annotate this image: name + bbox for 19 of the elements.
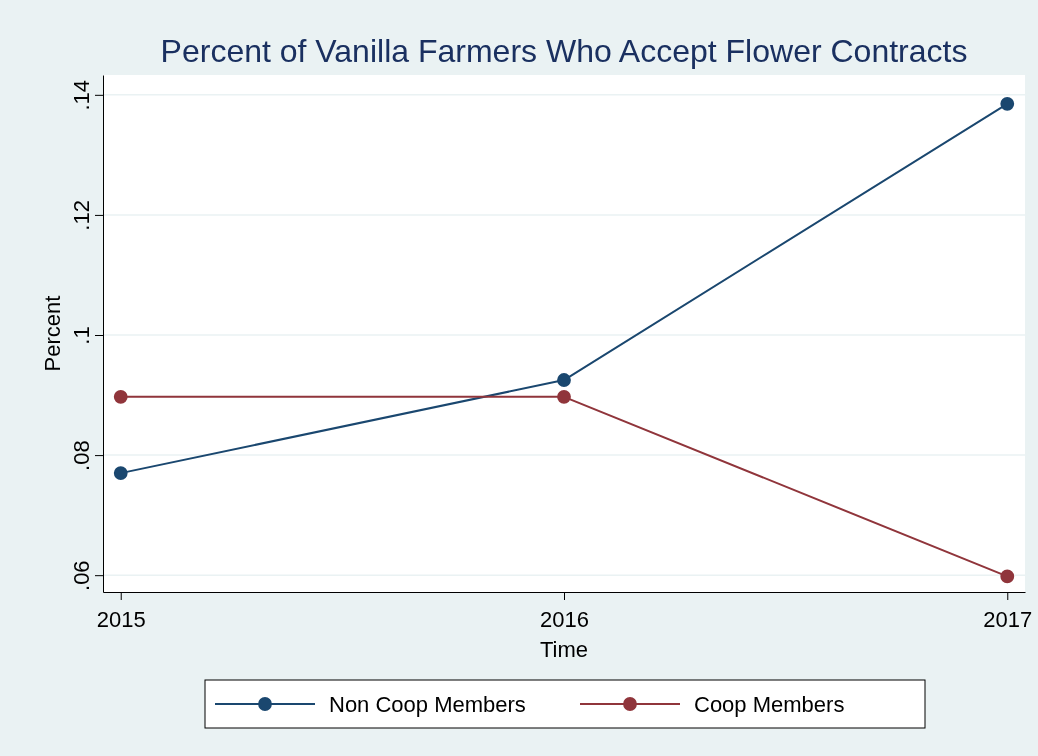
y-axis-title: Percent (40, 295, 65, 372)
legend-label: Non Coop Members (329, 692, 526, 717)
point (113, 389, 128, 404)
point (113, 466, 128, 480)
point (1000, 569, 1015, 584)
chart-title: Percent of Vanilla Farmers Who Accept Flower Contracts (160, 33, 968, 69)
x-axis-title: Time (539, 637, 589, 662)
y-tick-label: .12 (69, 200, 94, 231)
legend-label: Coop Members (694, 692, 845, 717)
y-tick-label: .08 (69, 440, 94, 471)
y-tick-label: .14 (69, 80, 94, 111)
x-tick-label: 2016 (540, 607, 589, 633)
point (557, 389, 571, 404)
point (1000, 96, 1015, 111)
y-tick-label: .1 (69, 326, 94, 345)
y-tick-label: .06 (69, 560, 94, 591)
x-tick-label: 2017 (983, 607, 1033, 633)
point (557, 373, 571, 387)
x-tick-label: 2015 (96, 607, 146, 633)
